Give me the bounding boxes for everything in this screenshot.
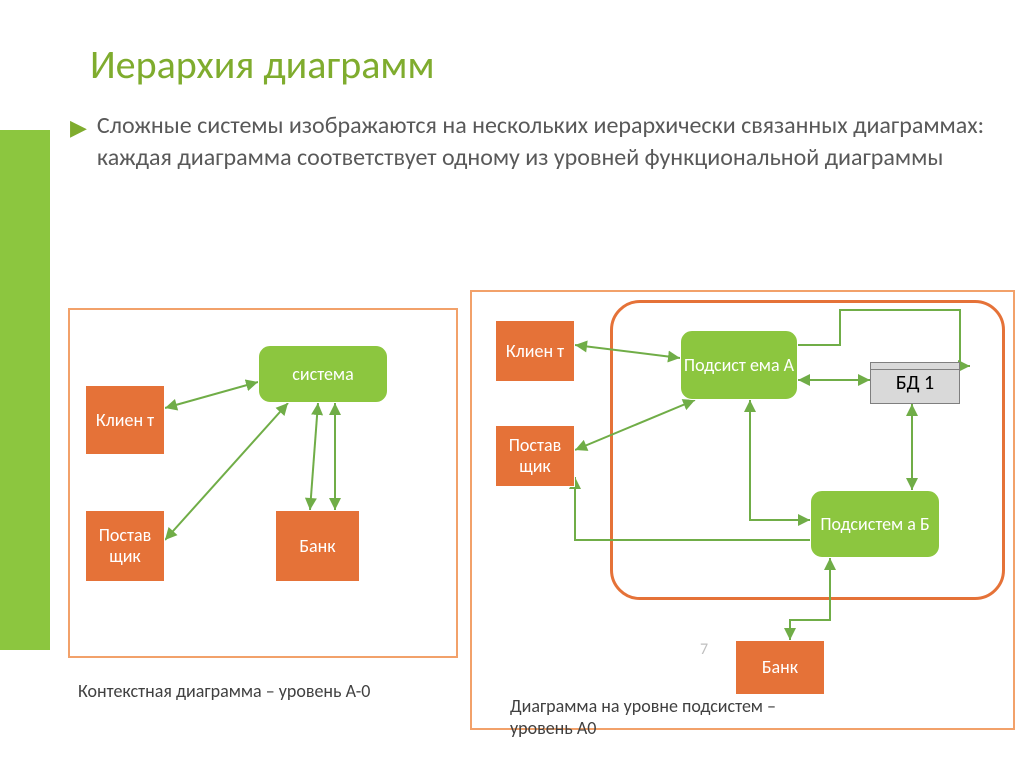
node-subsysA: Подсист ема А (680, 330, 798, 400)
node-bank: Банк (735, 640, 825, 695)
node-subsysB: Подсистем а Б (810, 490, 940, 558)
node-system: система (258, 345, 388, 403)
rounded-boundary (610, 300, 1005, 600)
slide-number: 7 (700, 640, 708, 659)
bullet-text: Сложные системы изображаются на нескольк… (97, 110, 994, 175)
right-caption: Диаграмма на уровне подсистем – уровень … (510, 695, 830, 739)
left-caption: Контекстная диаграмма – уровень А-0 (78, 680, 398, 702)
node-client: Клиен т (85, 385, 165, 455)
node-supplier: Постав щик (85, 510, 165, 582)
bullet-icon: ▶ (70, 114, 87, 175)
node-supplier: Постав щик (495, 425, 575, 487)
accent-bar (0, 130, 50, 650)
node-client: Клиен т (495, 320, 575, 382)
node-db: БД 1 (870, 362, 960, 404)
slide-title: Иерархия диаграмм (90, 40, 435, 89)
bullet-block: ▶ Сложные системы изображаются на нескол… (70, 110, 994, 175)
node-bank: Банк (275, 510, 360, 582)
